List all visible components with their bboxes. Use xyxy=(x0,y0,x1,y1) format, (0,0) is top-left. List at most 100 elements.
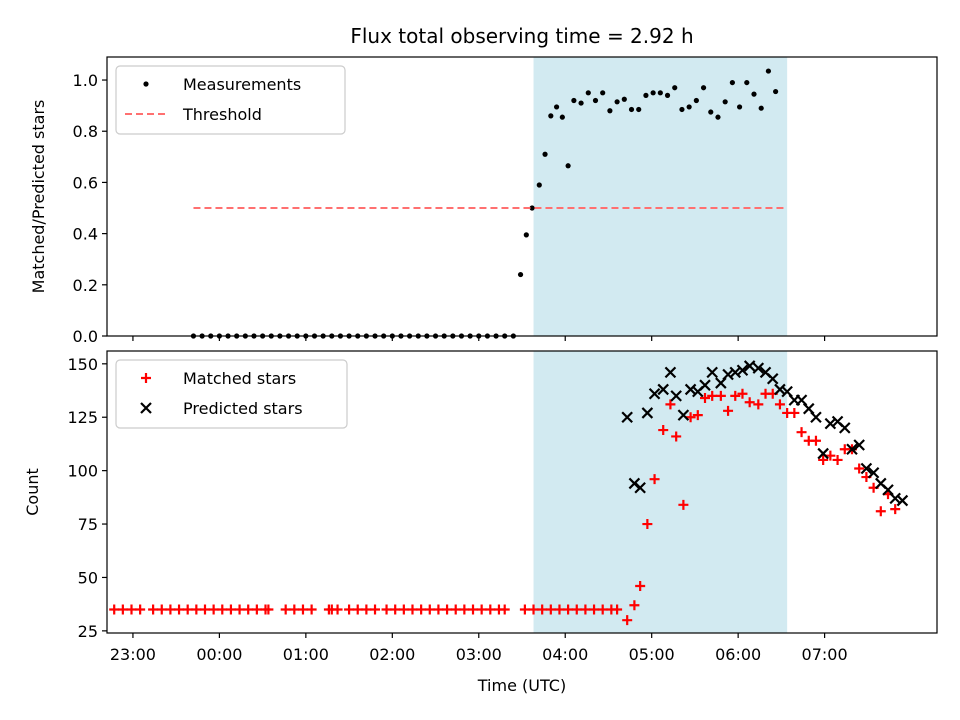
data-point xyxy=(715,114,721,120)
x-tick-label: 01:00 xyxy=(283,645,329,664)
data-point xyxy=(585,90,591,96)
data-point xyxy=(729,79,735,86)
data-point xyxy=(700,85,707,91)
data-point xyxy=(529,205,535,211)
data-point xyxy=(692,410,703,421)
legend-box xyxy=(115,65,346,135)
data-point xyxy=(875,506,886,517)
y-tick-label: 75 xyxy=(78,515,98,534)
data-point xyxy=(621,411,633,424)
data-point xyxy=(553,104,560,110)
data-point xyxy=(476,604,487,615)
y-tick-label: 0.2 xyxy=(73,276,98,295)
data-point xyxy=(225,604,236,615)
data-point xyxy=(743,360,756,372)
data-point xyxy=(658,425,669,436)
observing-span xyxy=(533,351,788,633)
data-point xyxy=(381,604,392,615)
data-point xyxy=(607,108,613,114)
data-point xyxy=(600,90,606,96)
data-point xyxy=(117,604,128,615)
data-point xyxy=(796,427,807,438)
data-point xyxy=(664,366,677,379)
data-point xyxy=(889,492,901,505)
data-point xyxy=(135,604,146,615)
data-point xyxy=(542,151,548,157)
data-point xyxy=(744,79,750,86)
data-point xyxy=(263,604,274,615)
series-predicted-stars xyxy=(621,360,909,507)
data-point xyxy=(628,106,635,113)
data-point xyxy=(643,92,649,98)
x-tick-label: 00:00 xyxy=(196,645,242,664)
data-point xyxy=(752,362,765,374)
data-point xyxy=(686,104,692,110)
data-point xyxy=(289,604,300,615)
data-point xyxy=(621,96,627,102)
data-point xyxy=(468,604,479,615)
chart-title: Flux total observing time = 2.92 h xyxy=(350,24,693,48)
y-tick-label: 50 xyxy=(78,568,98,587)
data-point xyxy=(361,604,372,615)
data-point xyxy=(664,92,671,98)
x-tick-label: 07:00 xyxy=(802,645,848,664)
data-point xyxy=(824,417,837,430)
data-point xyxy=(736,364,749,377)
data-point xyxy=(182,604,193,615)
legend-marker-x xyxy=(140,402,152,414)
data-point xyxy=(853,439,865,451)
legend-label: Threshold xyxy=(182,105,262,124)
data-point xyxy=(635,581,646,591)
data-point xyxy=(860,462,873,475)
axes-frame xyxy=(106,56,938,337)
data-point xyxy=(459,604,470,615)
data-point xyxy=(234,604,245,615)
data-point xyxy=(528,604,539,615)
data-point xyxy=(650,90,656,96)
data-point xyxy=(390,604,401,615)
data-point xyxy=(559,114,565,120)
data-point xyxy=(657,383,669,396)
data-point xyxy=(217,604,228,615)
data-point xyxy=(729,366,742,379)
data-point xyxy=(442,604,453,615)
legend: Measurements Threshold xyxy=(115,65,346,135)
data-point xyxy=(523,232,529,238)
x-tick-label: 23:00 xyxy=(110,645,156,664)
data-point xyxy=(174,604,185,615)
data-point xyxy=(765,68,772,74)
data-point xyxy=(707,390,718,401)
data-point xyxy=(612,604,623,615)
data-point xyxy=(344,604,355,615)
x-tick-label: 04:00 xyxy=(542,645,588,664)
data-point xyxy=(243,604,254,615)
y-tick-label: 0.8 xyxy=(73,122,98,141)
data-point xyxy=(722,99,728,105)
data-point xyxy=(589,604,600,615)
data-point xyxy=(810,435,821,446)
data-point xyxy=(672,85,678,91)
data-point xyxy=(352,604,363,615)
data-point xyxy=(332,604,343,615)
data-point xyxy=(817,447,829,460)
legend: Matched stars Predicted stars xyxy=(115,359,348,429)
data-point xyxy=(537,604,548,615)
legend-label: Measurements xyxy=(183,75,301,94)
axes-frame xyxy=(106,350,938,634)
data-point xyxy=(751,91,757,97)
y-tick-label: 100 xyxy=(67,462,98,481)
data-point xyxy=(450,604,461,615)
data-point xyxy=(649,474,660,485)
data-point xyxy=(766,372,779,385)
data-point xyxy=(306,604,317,615)
y-axis-label: Count xyxy=(23,468,42,516)
data-point xyxy=(774,399,785,410)
data-point xyxy=(109,604,120,615)
data-point xyxy=(730,390,741,401)
top-panel: 0.0 0.2 0.4 0.6 0.8 1.0 Matched/Predicted star… xyxy=(29,56,938,346)
x-tick-label: 05:00 xyxy=(629,645,675,664)
x-axis-label: Time (UTC) xyxy=(477,676,566,695)
data-point xyxy=(890,504,901,515)
data-point xyxy=(832,454,843,465)
data-point xyxy=(678,499,689,510)
